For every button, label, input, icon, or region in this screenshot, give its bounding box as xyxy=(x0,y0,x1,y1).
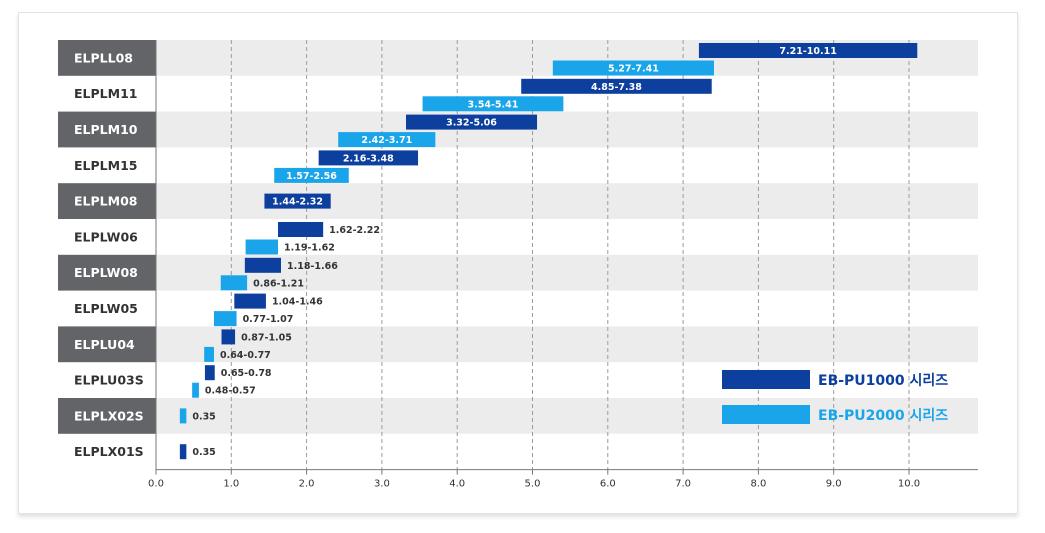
range-bar-pu1000 xyxy=(405,114,538,130)
row-band xyxy=(156,326,978,363)
bar-value-label: 1.44-2.32 xyxy=(272,197,323,208)
range-bar-pu2000 xyxy=(220,275,248,291)
bar-value-label: 2.42-3.71 xyxy=(361,135,412,146)
legend-swatch xyxy=(722,405,810,424)
bar-value-label: 1.62-2.22 xyxy=(329,225,380,236)
bar-value-label: 0.65-0.78 xyxy=(221,368,272,379)
range-bar-pu1000 xyxy=(221,329,236,345)
bar-value-label: 1.04-1.46 xyxy=(272,297,323,308)
range-bar-pu1000 xyxy=(204,365,215,381)
range-bar-pu2000 xyxy=(338,132,436,148)
row-label: ELPLX02S xyxy=(74,408,144,423)
range-bar-pu1000 xyxy=(521,78,712,94)
bar-value-label: 3.54-5.41 xyxy=(468,99,519,110)
range-bar-pu2000 xyxy=(274,167,349,183)
x-tick-label: 10.0 xyxy=(898,479,920,490)
row-label: ELPLM10 xyxy=(74,122,138,137)
legend-label: EB-PU1000 시리즈 xyxy=(818,373,948,389)
range-bar-pu2000 xyxy=(422,96,564,112)
range-bar-pu2000 xyxy=(192,382,199,398)
range-bar-pu1000 xyxy=(318,150,419,166)
row-label: ELPLM11 xyxy=(74,86,137,101)
bar-value-label: 4.85-7.38 xyxy=(591,82,642,93)
legend-label: EB-PU2000 시리즈 xyxy=(818,408,948,424)
x-tick-label: 5.0 xyxy=(525,479,541,490)
range-bar-pu2000 xyxy=(213,311,237,327)
row-label: ELPLX01S xyxy=(74,444,144,459)
x-tick-label: 6.0 xyxy=(600,479,616,490)
x-tick-label: 4.0 xyxy=(449,479,465,490)
bar-value-label: 0.48-0.57 xyxy=(205,386,256,397)
x-tick-label: 8.0 xyxy=(750,479,766,490)
row-label: ELPLW08 xyxy=(74,265,138,280)
x-tick-label: 9.0 xyxy=(826,479,842,490)
range-bar-pu1000 xyxy=(698,43,918,58)
x-tick-label: 7.0 xyxy=(675,479,691,490)
bar-value-label: 0.64-0.77 xyxy=(220,350,271,361)
row-label: ELPLW06 xyxy=(74,229,138,244)
row-label: ELPLW05 xyxy=(74,301,138,316)
bar-value-label: 1.19-1.62 xyxy=(284,243,335,254)
range-bar-pu1000 xyxy=(179,444,187,460)
x-tick-label: 2.0 xyxy=(299,479,315,490)
x-tick-label: 1.0 xyxy=(223,479,239,490)
bar-value-label: 1.57-2.56 xyxy=(286,171,337,182)
row-label: ELPLU04 xyxy=(74,337,135,352)
row-label: ELPLM15 xyxy=(74,158,137,173)
range-bar-pu1000 xyxy=(244,257,281,273)
row-band xyxy=(156,398,978,434)
range-bar-pu2000 xyxy=(552,60,714,76)
row-label: ELPLM08 xyxy=(74,194,137,209)
bar-value-label: 0.35 xyxy=(192,447,215,458)
bar-value-label: 0.86-1.21 xyxy=(253,278,304,289)
row-label: ELPLU03S xyxy=(74,373,144,388)
bar-value-label: 7.21-10.11 xyxy=(779,46,836,57)
x-tick-label: 0.0 xyxy=(148,479,164,490)
bar-value-label: 0.35 xyxy=(192,411,215,422)
row-label-bg xyxy=(58,398,156,434)
row-band xyxy=(156,111,978,148)
bar-value-label: 3.32-5.06 xyxy=(446,118,497,129)
row-label-bg xyxy=(58,111,156,148)
row-label-bg xyxy=(58,326,156,363)
row-label-bg xyxy=(58,183,156,219)
bar-value-label: 5.27-7.41 xyxy=(608,64,659,75)
range-bar-pu2000 xyxy=(245,239,278,255)
range-bar-pu2000 xyxy=(204,346,214,362)
legend-swatch xyxy=(722,370,810,389)
range-bar-pu1000 xyxy=(234,293,266,309)
range-bar-pu1000 xyxy=(264,193,331,209)
row-label-bg xyxy=(58,40,156,76)
bar-value-label: 0.87-1.05 xyxy=(241,332,292,343)
row-band xyxy=(156,254,978,291)
bar-value-label: 2.16-3.48 xyxy=(343,153,394,164)
bar-value-label: 0.77-1.07 xyxy=(243,314,294,325)
x-tick-label: 3.0 xyxy=(374,479,390,490)
row-label-bg xyxy=(58,254,156,291)
bar-value-label: 1.18-1.66 xyxy=(287,261,338,272)
range-bar-pu1000 xyxy=(277,222,324,237)
row-label: ELPLL08 xyxy=(74,50,133,65)
range-bar-pu2000 xyxy=(179,408,187,424)
